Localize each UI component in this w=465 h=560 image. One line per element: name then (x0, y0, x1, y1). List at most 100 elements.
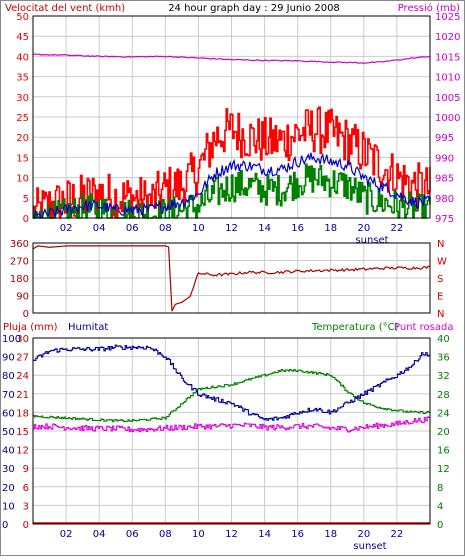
temperature-tick-label: 40 (437, 334, 450, 345)
compass-tick-label: N (437, 239, 444, 250)
compass-tick-label: N (437, 309, 444, 320)
wind-speed-axis-label: Velocitat del vent (kmh) (5, 3, 125, 14)
temperature-line (33, 368, 431, 423)
humidity-temperature-panel: Pluja (mm) Humitat Temperatura (°C) Punt… (2, 322, 453, 552)
dewpoint-axis-label: Punt rosada (394, 322, 453, 333)
wind-speed-tick-label: 40 (16, 52, 29, 63)
x-tick-label: 12 (225, 529, 238, 540)
x-tick-label: 18 (324, 223, 337, 234)
x-tick-label: 12 (225, 223, 238, 234)
humidity-tick-label: 10 (2, 501, 15, 512)
humidity-tick-label: 80 (2, 371, 15, 382)
x-tick-label: 04 (93, 529, 106, 540)
pressure-tick-label: 1010 (435, 73, 460, 84)
pressure-line (32, 53, 430, 64)
direction-tick-label: 360 (10, 239, 29, 250)
rain-tick-label: 15 (16, 427, 29, 438)
humidity-line (33, 344, 431, 421)
temperature-tick-label: 0 (437, 520, 443, 531)
rain-tick-label: 27 (16, 353, 29, 364)
pressure-tick-label: 1015 (435, 52, 460, 63)
humidity-tick-label: 70 (2, 390, 15, 401)
dewpoint-line (33, 416, 431, 433)
temperature-tick-label: 28 (437, 390, 450, 401)
x-tick-label: 10 (192, 223, 205, 234)
temperature-axis-label: Temperatura (°C) (311, 322, 399, 333)
rain-tick-label: 30 (16, 334, 29, 345)
rain-tick-label: 9 (23, 464, 29, 475)
sunset-label: sunset (355, 235, 388, 246)
x-tick-label: 02 (60, 223, 73, 234)
pressure-tick-label: 985 (435, 174, 454, 185)
x-tick-label: 20 (357, 529, 370, 540)
humidity-tick-label: 50 (2, 427, 15, 438)
direction-tick-label: 180 (10, 274, 29, 285)
direction-plot-frame (32, 242, 431, 314)
sunset-label-lower: sunset (353, 541, 386, 552)
x-tick-label: 06 (126, 529, 139, 540)
rain-tick-label: 3 (23, 501, 29, 512)
humidity-tick-label: 20 (2, 483, 15, 494)
wind-speed-tick-label: 15 (16, 153, 29, 164)
wind-gust-line (33, 106, 431, 219)
x-tick-label: 04 (93, 223, 106, 234)
temperature-tick-label: 8 (437, 483, 443, 494)
wind-speed-tick-label: 20 (16, 133, 29, 144)
x-tick-label: 08 (159, 529, 172, 540)
temperature-tick-label: 4 (437, 501, 443, 512)
rain-tick-label: 12 (16, 446, 29, 457)
wind-plot-frame (32, 15, 431, 219)
pressure-tick-label: 975 (435, 214, 454, 225)
humidity-tick-label: 90 (2, 353, 15, 364)
pressure-tick-label: 980 (435, 194, 454, 205)
x-tick-label: 22 (391, 529, 404, 540)
humidity-axis-label: Humitat (68, 322, 108, 333)
x-tick-label: 16 (291, 529, 304, 540)
pressure-tick-label: 990 (435, 153, 454, 164)
wind-speed-tick-label: 0 (23, 214, 29, 225)
pressure-tick-label: 1020 (435, 32, 460, 43)
wind-speed-tick-label: 50 (16, 12, 29, 23)
x-tick-label: 08 (159, 223, 172, 234)
direction-tick-label: 270 (10, 257, 29, 268)
pressure-tick-label: 1025 (435, 12, 460, 23)
x-tick-label: 16 (291, 223, 304, 234)
direction-tick-label: 0 (23, 309, 29, 320)
rain-tick-label: 21 (16, 390, 29, 401)
wind-speed-tick-label: 35 (16, 73, 29, 84)
x-tick-label: 20 (357, 223, 370, 234)
wind-low-line (33, 163, 431, 219)
rain-tick-label: 24 (16, 371, 29, 382)
x-tick-label: 18 (324, 529, 337, 540)
humidity-tick-label: 30 (2, 464, 15, 475)
compass-tick-label: E (437, 292, 443, 303)
compass-tick-label: S (437, 274, 443, 285)
humidity-plot-frame (32, 337, 431, 525)
humidity-tick-label: 60 (2, 408, 15, 419)
direction-tick-label: 90 (16, 292, 29, 303)
compass-tick-label: W (437, 257, 447, 268)
wind-pressure-panel: Velocitat del vent (kmh) 24 hour graph d… (5, 2, 460, 246)
x-tick-label: 14 (258, 529, 271, 540)
temperature-tick-label: 36 (437, 353, 450, 364)
temperature-tick-label: 12 (437, 464, 450, 475)
temperature-tick-label: 16 (437, 446, 450, 457)
temperature-tick-label: 32 (437, 371, 450, 382)
pressure-tick-label: 1005 (435, 93, 460, 104)
rain-tick-label: 6 (23, 483, 29, 494)
pressure-tick-label: 1000 (435, 113, 460, 124)
temperature-tick-label: 20 (437, 427, 450, 438)
wind-speed-tick-label: 45 (16, 32, 29, 43)
pressure-tick-label: 995 (435, 133, 454, 144)
pressure-axis-label: Pressió (mb) (398, 2, 460, 14)
x-tick-label: 06 (126, 223, 139, 234)
humidity-tick-label: 100 (2, 334, 21, 345)
wind-speed-tick-label: 5 (23, 194, 29, 205)
wind-speed-tick-label: 30 (16, 93, 29, 104)
wind-direction-line (32, 245, 431, 312)
x-tick-label: 02 (60, 529, 73, 540)
x-tick-label: 10 (192, 529, 205, 540)
